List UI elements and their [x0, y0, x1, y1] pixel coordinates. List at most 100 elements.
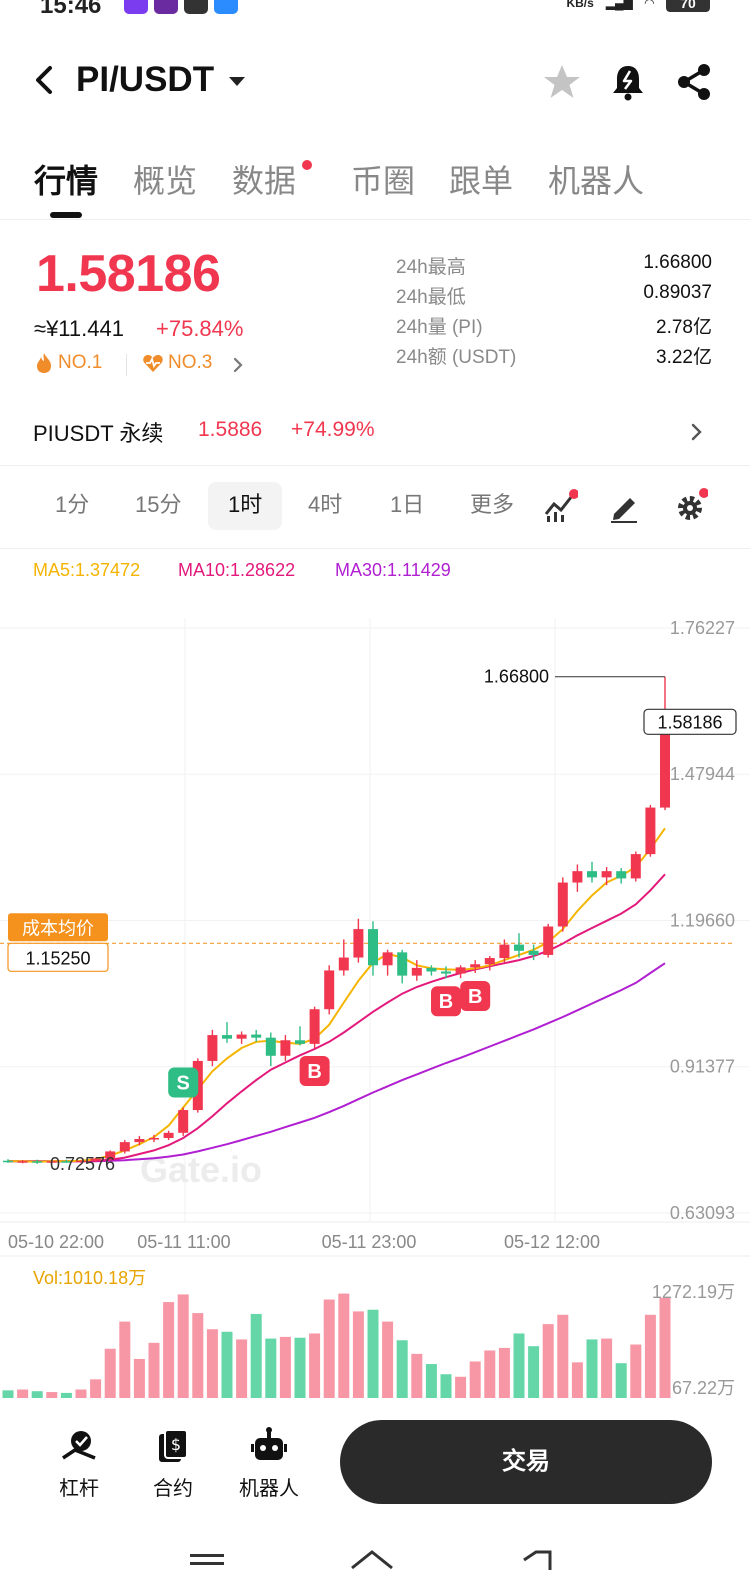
candle-body	[630, 854, 641, 879]
chevron-right-icon[interactable]	[230, 354, 246, 376]
indicator-icon[interactable]	[542, 488, 578, 524]
volume-bar	[455, 1376, 467, 1398]
gainer-rank[interactable]: NO.3	[142, 352, 212, 374]
tab-market[interactable]: 行情	[34, 163, 99, 199]
battery-icon: 70	[666, 0, 710, 12]
price-change-percent: +75.84%	[156, 316, 244, 341]
volume-bar	[557, 1314, 569, 1398]
trade-button[interactable]: 交易	[340, 1420, 712, 1504]
tab-overview[interactable]: 概览	[133, 163, 198, 199]
volume-bar	[148, 1342, 160, 1398]
y-tick-label: 1.19660	[670, 911, 735, 931]
candle-body	[265, 1037, 276, 1056]
status-indicators: KB/s ▂▄▆ ◠ 70	[566, 0, 710, 12]
header: PI/USDT	[0, 50, 750, 114]
volume-bar	[177, 1294, 189, 1398]
gainer-rank-label: NO.3	[168, 352, 213, 373]
perpetual-contract-row[interactable]: PIUSDT 永续 1.5886 +74.99%	[0, 406, 750, 458]
stat-value: 2.78亿	[656, 317, 712, 338]
volume-bar	[323, 1299, 335, 1398]
candle-body	[572, 871, 583, 883]
draw-pen-icon[interactable]	[606, 488, 642, 524]
volume-bar	[119, 1321, 131, 1398]
rank-divider	[126, 354, 127, 376]
contract-change: +74.99%	[291, 418, 375, 441]
share-icon[interactable]	[674, 62, 714, 102]
candle-body	[251, 1034, 262, 1038]
buy-marker-label: B	[307, 1061, 321, 1083]
chevron-down-icon[interactable]	[226, 70, 248, 92]
tab-data[interactable]: 数据	[232, 163, 297, 199]
tab-bots[interactable]: 机器人	[548, 163, 645, 199]
watermark-text: Gate.io	[140, 1149, 262, 1190]
sell-marker-label: S	[177, 1072, 190, 1094]
volume-bar	[250, 1313, 262, 1398]
timeframe-1m[interactable]: 1分	[55, 492, 90, 517]
candle-body	[207, 1035, 218, 1061]
back-arrow-icon[interactable]	[30, 62, 62, 98]
back-nav-icon[interactable]	[523, 1550, 552, 1570]
volume-bar	[265, 1338, 277, 1398]
svg-text:$: $	[171, 1435, 181, 1454]
candle-body	[309, 1009, 320, 1044]
volume-bar	[338, 1293, 350, 1398]
tab-community[interactable]: 币圈	[351, 163, 416, 199]
tab-copy-trading[interactable]: 跟单	[449, 163, 514, 199]
stat-value: 0.89037	[643, 282, 712, 303]
timeframe-4h[interactable]: 4时	[308, 492, 343, 517]
kline-chart[interactable]: Gate.io 1.76227 1.47944 1.19660 0.91377 0.630…	[0, 600, 750, 1400]
candle-body	[441, 971, 451, 974]
timeframe-bar: 1分 15分 1时 4时 1日 更多	[0, 478, 750, 538]
candle-body	[236, 1034, 247, 1039]
leverage-button[interactable]: 杠杆	[34, 1426, 124, 1501]
cost-basis-label: 成本均价	[22, 918, 94, 939]
candle-body	[455, 967, 466, 974]
contract-name: PIUSDT 永续	[33, 421, 164, 446]
hot-rank[interactable]: NO.1	[34, 352, 102, 374]
buy-marker	[299, 1056, 330, 1087]
candle-body	[32, 1161, 43, 1163]
timeframe-more[interactable]: 更多	[470, 492, 515, 517]
ma30-value: MA30:1.11429	[335, 560, 451, 580]
recent-apps-icon[interactable]	[190, 1554, 224, 1565]
volume-bar	[396, 1340, 408, 1398]
candle-body	[90, 1158, 101, 1161]
candle-body	[17, 1161, 28, 1163]
volume-bar	[542, 1324, 554, 1398]
x-tick-label: 05-11 23:00	[322, 1232, 417, 1252]
stat-label: 24h量 (PI)	[396, 317, 483, 338]
price-alert-bell-icon[interactable]	[608, 62, 648, 102]
candle-body	[411, 967, 422, 976]
volume-bar	[411, 1353, 423, 1398]
high-marker-label: 1.66800	[484, 667, 549, 687]
x-tick-label: 05-11 11:00	[137, 1232, 230, 1252]
volume-bar	[279, 1336, 291, 1398]
timeframe-15m[interactable]: 15分	[135, 492, 182, 517]
volume-bar	[60, 1392, 72, 1398]
signal-icon: ▂▄▆	[605, 0, 633, 10]
volume-bar	[440, 1374, 452, 1398]
ma10-line	[8, 873, 666, 1163]
volume-label: Vol:1010.18万	[33, 1268, 147, 1288]
stat-label: 24h最低	[396, 287, 466, 308]
star-icon[interactable]	[542, 62, 582, 102]
candle-body	[368, 929, 378, 966]
candle-body	[3, 1160, 13, 1163]
candle-body	[178, 1110, 189, 1133]
volume-bar	[425, 1364, 437, 1398]
bot-button[interactable]: 机器人	[224, 1426, 314, 1501]
volume-bar	[528, 1346, 540, 1398]
ma5-line	[8, 827, 666, 1163]
ma10-value: MA10:1.28622	[178, 560, 296, 580]
pair-title[interactable]: PI/USDT	[76, 60, 215, 99]
timeframe-1h[interactable]: 1时	[208, 482, 283, 530]
settings-gear-icon[interactable]	[672, 488, 708, 524]
candle-body	[484, 958, 495, 965]
candle-body	[105, 1151, 116, 1159]
futures-button[interactable]: $ 合约	[128, 1426, 218, 1501]
candle-body	[119, 1142, 130, 1152]
y-tick-label: 0.63093	[670, 1203, 735, 1223]
stat-row: 24h额 (USDT) 3.22亿	[396, 342, 712, 372]
home-icon[interactable]	[351, 1550, 393, 1570]
timeframe-1d[interactable]: 1日	[390, 492, 425, 517]
